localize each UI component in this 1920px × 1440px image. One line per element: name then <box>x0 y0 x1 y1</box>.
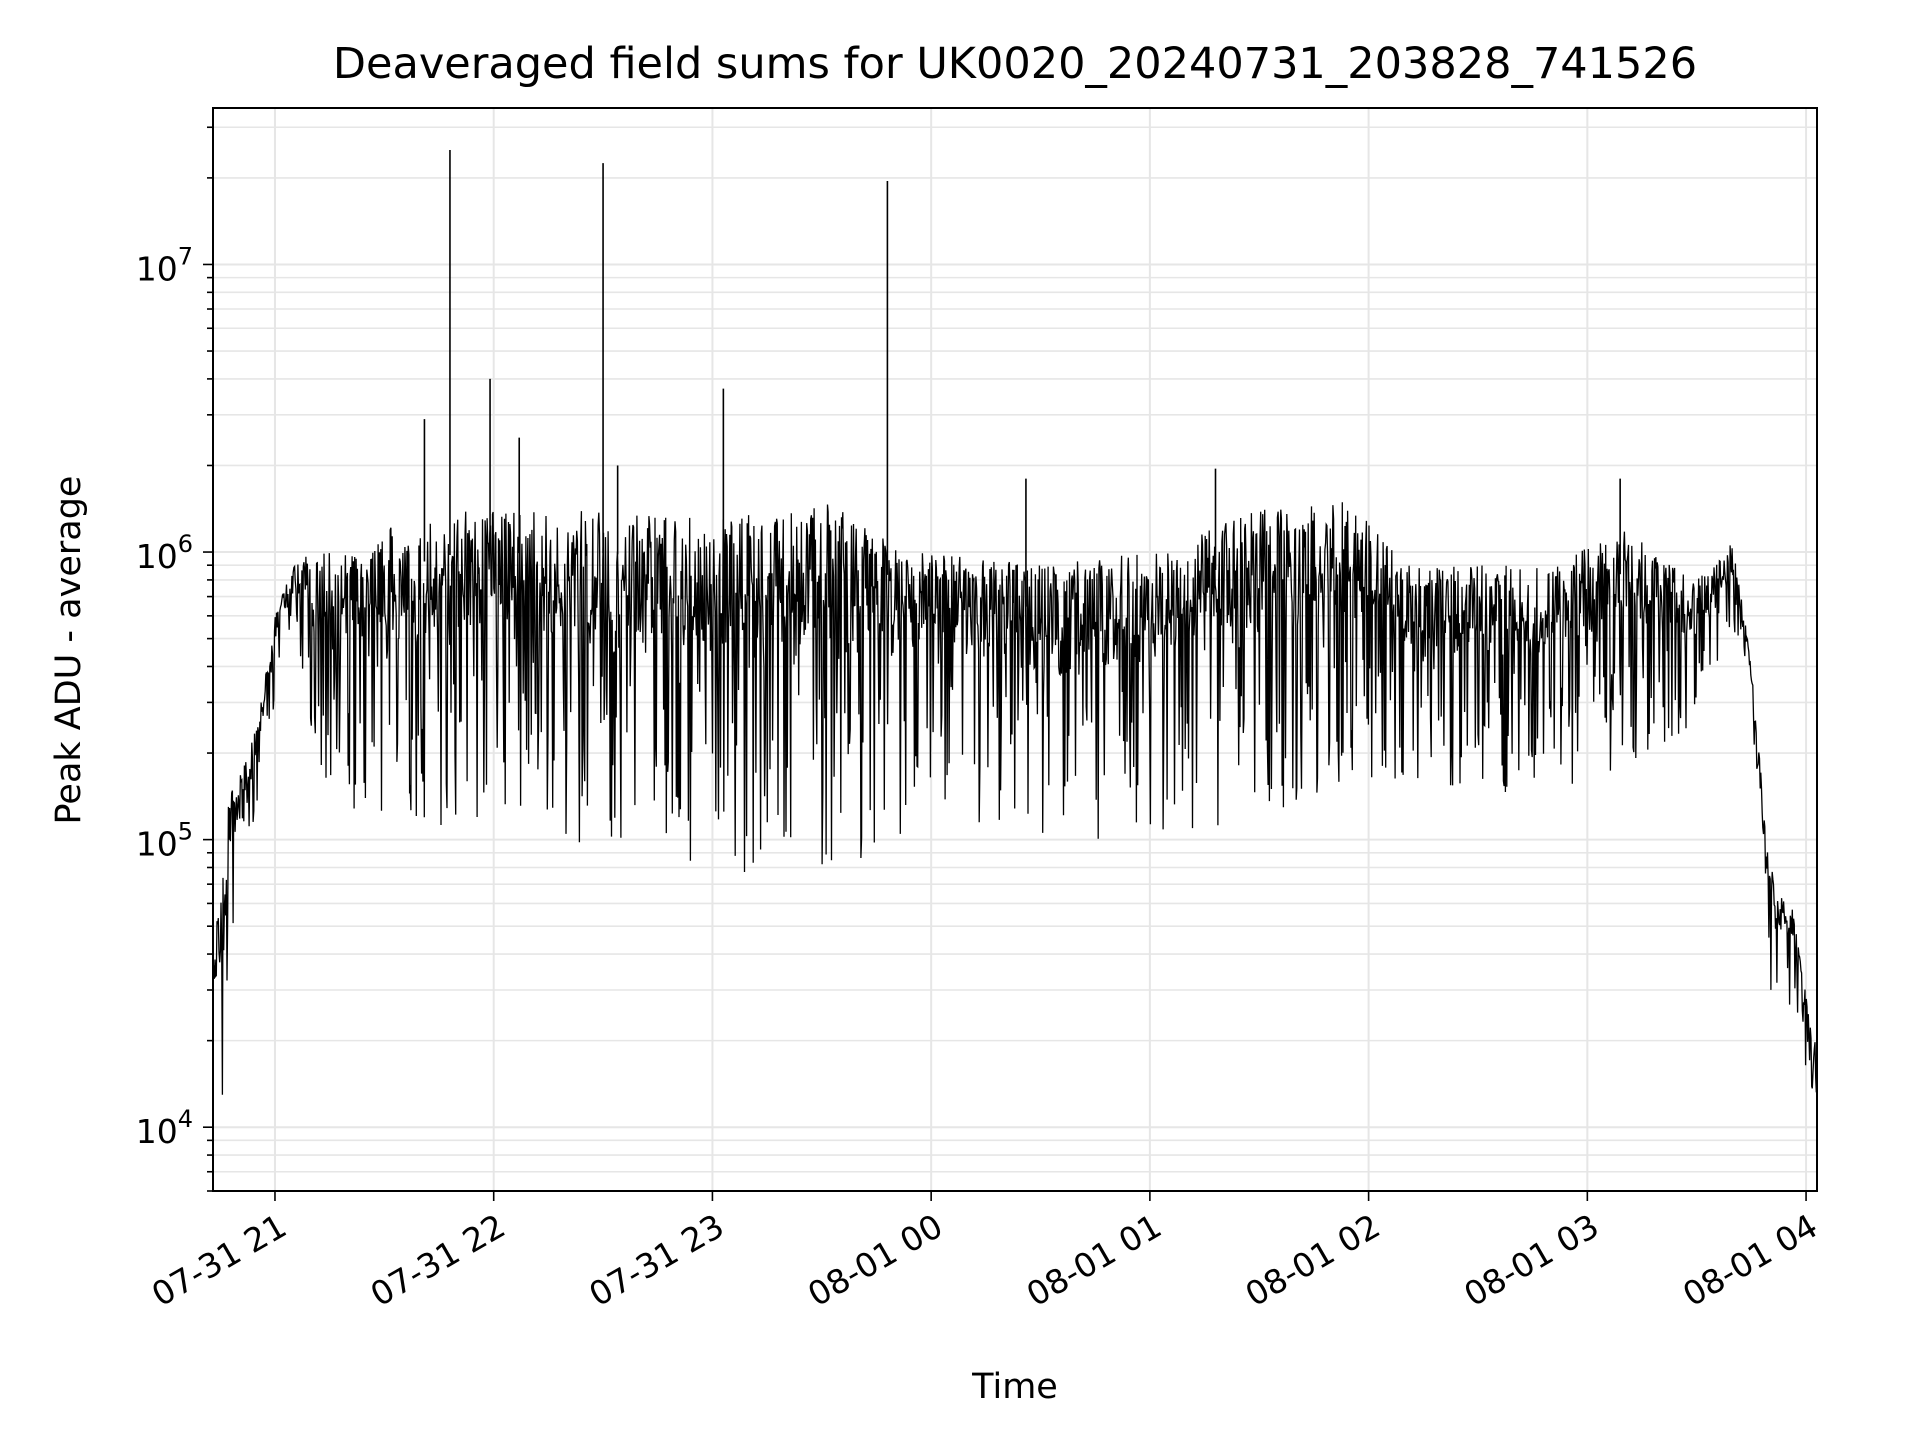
plot-frame <box>212 107 1818 1192</box>
spikes <box>423 150 1621 607</box>
y-tick-label: 106 <box>136 530 193 576</box>
series-line <box>213 502 1817 1095</box>
x-axis-label: Time <box>971 1367 1058 1407</box>
y-tick-label: 104 <box>136 1105 193 1151</box>
y-axis-label: Peak ADU - average <box>49 476 89 825</box>
grid <box>213 108 1817 1192</box>
chart-title: Deaveraged field sums for UK0020_2024073… <box>333 39 1697 89</box>
y-tick-label: 107 <box>136 242 193 288</box>
y-tick-label: 105 <box>136 818 193 864</box>
